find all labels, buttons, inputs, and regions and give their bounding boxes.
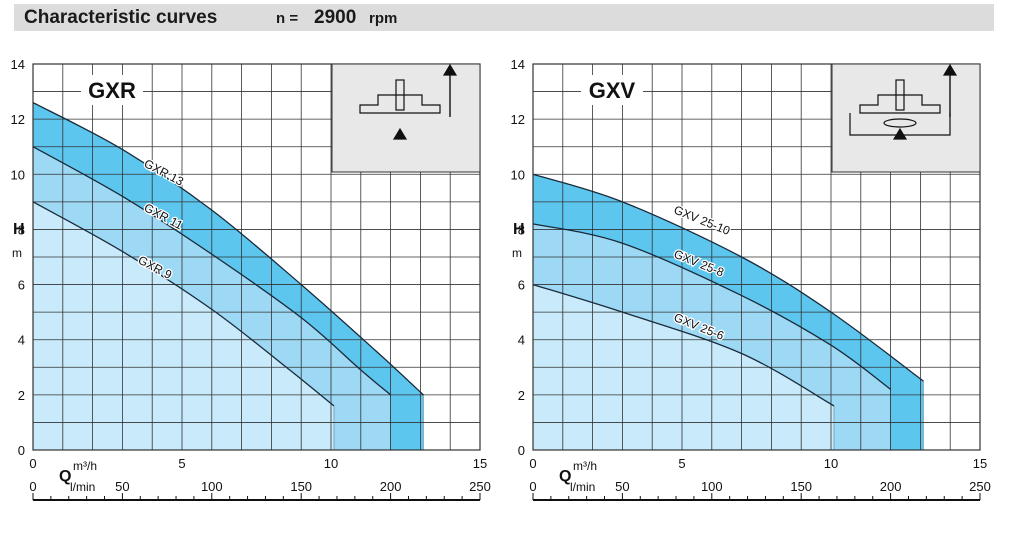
y-tick-label: 12 xyxy=(11,112,25,127)
speed-value: 2900 xyxy=(314,7,357,28)
secondary-tick-label: 150 xyxy=(790,479,812,494)
secondary-tick-label: 100 xyxy=(201,479,223,494)
series-line-gxv-25-6 xyxy=(532,283,835,407)
y-axis-unit: m xyxy=(12,246,22,260)
inset-diagram xyxy=(831,63,981,173)
secondary-tick-label: 250 xyxy=(969,479,991,494)
volute-chamber xyxy=(849,113,951,136)
secondary-tick-label: 0 xyxy=(529,479,536,494)
x-tick-label: 15 xyxy=(473,456,487,471)
y-tick-label: 14 xyxy=(511,57,525,72)
series-line-gxr-11 xyxy=(32,146,392,396)
y-tick-label: 2 xyxy=(18,388,25,403)
chart-title-box xyxy=(581,75,643,105)
y-tick-label: 8 xyxy=(518,222,525,237)
y-tick-label: 0 xyxy=(18,443,25,458)
outlet-arrow xyxy=(442,63,458,76)
x-axis-unit-primary: m³/h xyxy=(73,459,97,473)
secondary-tick-label: 200 xyxy=(880,479,902,494)
x-axis-unit-primary: m³/h xyxy=(573,459,597,473)
chart-title: GXR xyxy=(88,78,136,103)
x-tick-label: 10 xyxy=(324,456,338,471)
y-axis-label: H xyxy=(513,221,525,238)
x-tick-label: 5 xyxy=(178,456,185,471)
band-gxr-13 xyxy=(33,102,424,450)
y-axis-unit: m xyxy=(512,246,522,260)
plot-frame xyxy=(532,63,981,451)
x-tick-label: 0 xyxy=(29,456,36,471)
secondary-tick-label: 50 xyxy=(115,479,129,494)
inset-diagram xyxy=(331,63,481,173)
impeller-housing xyxy=(359,94,441,114)
y-tick-label: 2 xyxy=(518,388,525,403)
secondary-tick-label: 250 xyxy=(469,479,491,494)
series-line-gxv-25-8 xyxy=(532,223,891,390)
y-tick-label: 12 xyxy=(511,112,525,127)
secondary-tick-label: 50 xyxy=(615,479,629,494)
y-tick-label: 6 xyxy=(18,278,25,293)
impeller-diagram-icon xyxy=(359,63,458,140)
x-tick-label: 0 xyxy=(529,456,536,471)
band-gxv-25-10 xyxy=(533,174,924,451)
chart-title: GXV xyxy=(589,78,636,103)
header-bar: Characteristic curves n = 2900 rpm xyxy=(14,4,994,31)
inset-box xyxy=(331,63,481,173)
x-axis-unit-secondary: l/min xyxy=(570,480,595,494)
x-axis-unit-secondary: l/min xyxy=(70,480,95,494)
x-tick-label: 15 xyxy=(973,456,987,471)
speed-label: n = xyxy=(276,10,299,27)
impeller-housing xyxy=(859,94,941,114)
inlet-arrow xyxy=(392,127,408,140)
vortex-swirl xyxy=(883,118,917,128)
x-axis-label: Q xyxy=(559,468,571,485)
secondary-tick-label: 200 xyxy=(380,479,402,494)
inset-box xyxy=(831,63,981,173)
y-tick-label: 4 xyxy=(18,333,25,348)
secondary-tick-label: 150 xyxy=(290,479,312,494)
speed-unit: rpm xyxy=(369,10,398,27)
series-line-gxr-13 xyxy=(32,102,424,396)
series-line-gxr-9 xyxy=(32,201,335,407)
y-tick-label: 6 xyxy=(518,278,525,293)
impeller-diagram-icon xyxy=(849,63,958,140)
chart-title-box xyxy=(81,75,143,105)
x-tick-label: 5 xyxy=(678,456,685,471)
plot-frame xyxy=(32,63,481,451)
secondary-tick-label: 0 xyxy=(29,479,36,494)
page-title: Characteristic curves xyxy=(24,7,218,28)
y-tick-label: 10 xyxy=(511,167,525,182)
secondary-tick-label: 100 xyxy=(701,479,723,494)
y-tick-label: 10 xyxy=(11,167,25,182)
series-line-gxv-25-10 xyxy=(532,173,924,382)
y-axis-label: H xyxy=(13,221,25,238)
x-tick-label: 10 xyxy=(824,456,838,471)
shaft xyxy=(395,79,405,111)
shaft xyxy=(895,79,905,111)
y-tick-label: 14 xyxy=(11,57,25,72)
outlet-arrow xyxy=(942,63,958,76)
y-tick-label: 8 xyxy=(18,222,25,237)
inlet-arrow xyxy=(892,127,908,140)
x-axis-label: Q xyxy=(59,468,71,485)
y-tick-label: 0 xyxy=(518,443,525,458)
band-gxr-9 xyxy=(33,201,334,450)
y-tick-label: 4 xyxy=(518,333,525,348)
